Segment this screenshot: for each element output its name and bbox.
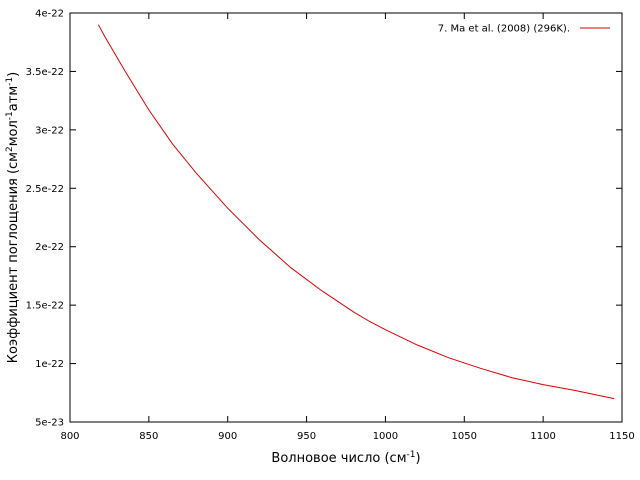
y-tick-label: 2e-22 (35, 242, 64, 253)
y-tick-label: 4e-22 (35, 9, 64, 20)
y-tick-label: 1.5e-22 (26, 301, 64, 312)
plot-border (69, 12, 623, 423)
axis-labels: Волновое число (см-1) Коэффициент поглоще… (5, 72, 421, 466)
x-tick-label: 950 (297, 431, 316, 442)
y-tick-label: 1e-22 (35, 359, 64, 370)
x-axis: 800 850 900 950 1000 1050 1100 1150 (60, 13, 635, 442)
y-tick-label: 5e-23 (35, 418, 64, 429)
x-tick-label: 1050 (452, 431, 477, 442)
y-axis: 5e-23 1e-22 1.5e-22 2e-22 2.5e-22 3e-22 3.5e-2… (26, 9, 622, 429)
legend: 7. Ma et al. (2008) (296K). (438, 24, 610, 35)
x-axis-label: Волновое число (см-1) (271, 450, 420, 466)
y-tick-label: 3.5e-22 (26, 67, 64, 78)
y-tick-label: 2.5e-22 (26, 184, 64, 195)
legend-label: 7. Ma et al. (2008) (296K). (438, 24, 570, 35)
x-tick-label: 900 (218, 431, 237, 442)
series-lines (97, 24, 615, 400)
x-tick-label: 1100 (530, 431, 555, 442)
series-line (97, 24, 615, 400)
x-tick-label: 850 (139, 431, 158, 442)
plot-frame (69, 12, 623, 423)
x-tick-label: 1150 (609, 431, 634, 442)
x-tick-label: 1000 (373, 431, 398, 442)
x-tick-label: 800 (60, 431, 79, 442)
y-tick-label: 3e-22 (35, 125, 64, 136)
y-axis-label: Коэффициент поглощения (см2мол-1атм-1) (5, 72, 21, 363)
